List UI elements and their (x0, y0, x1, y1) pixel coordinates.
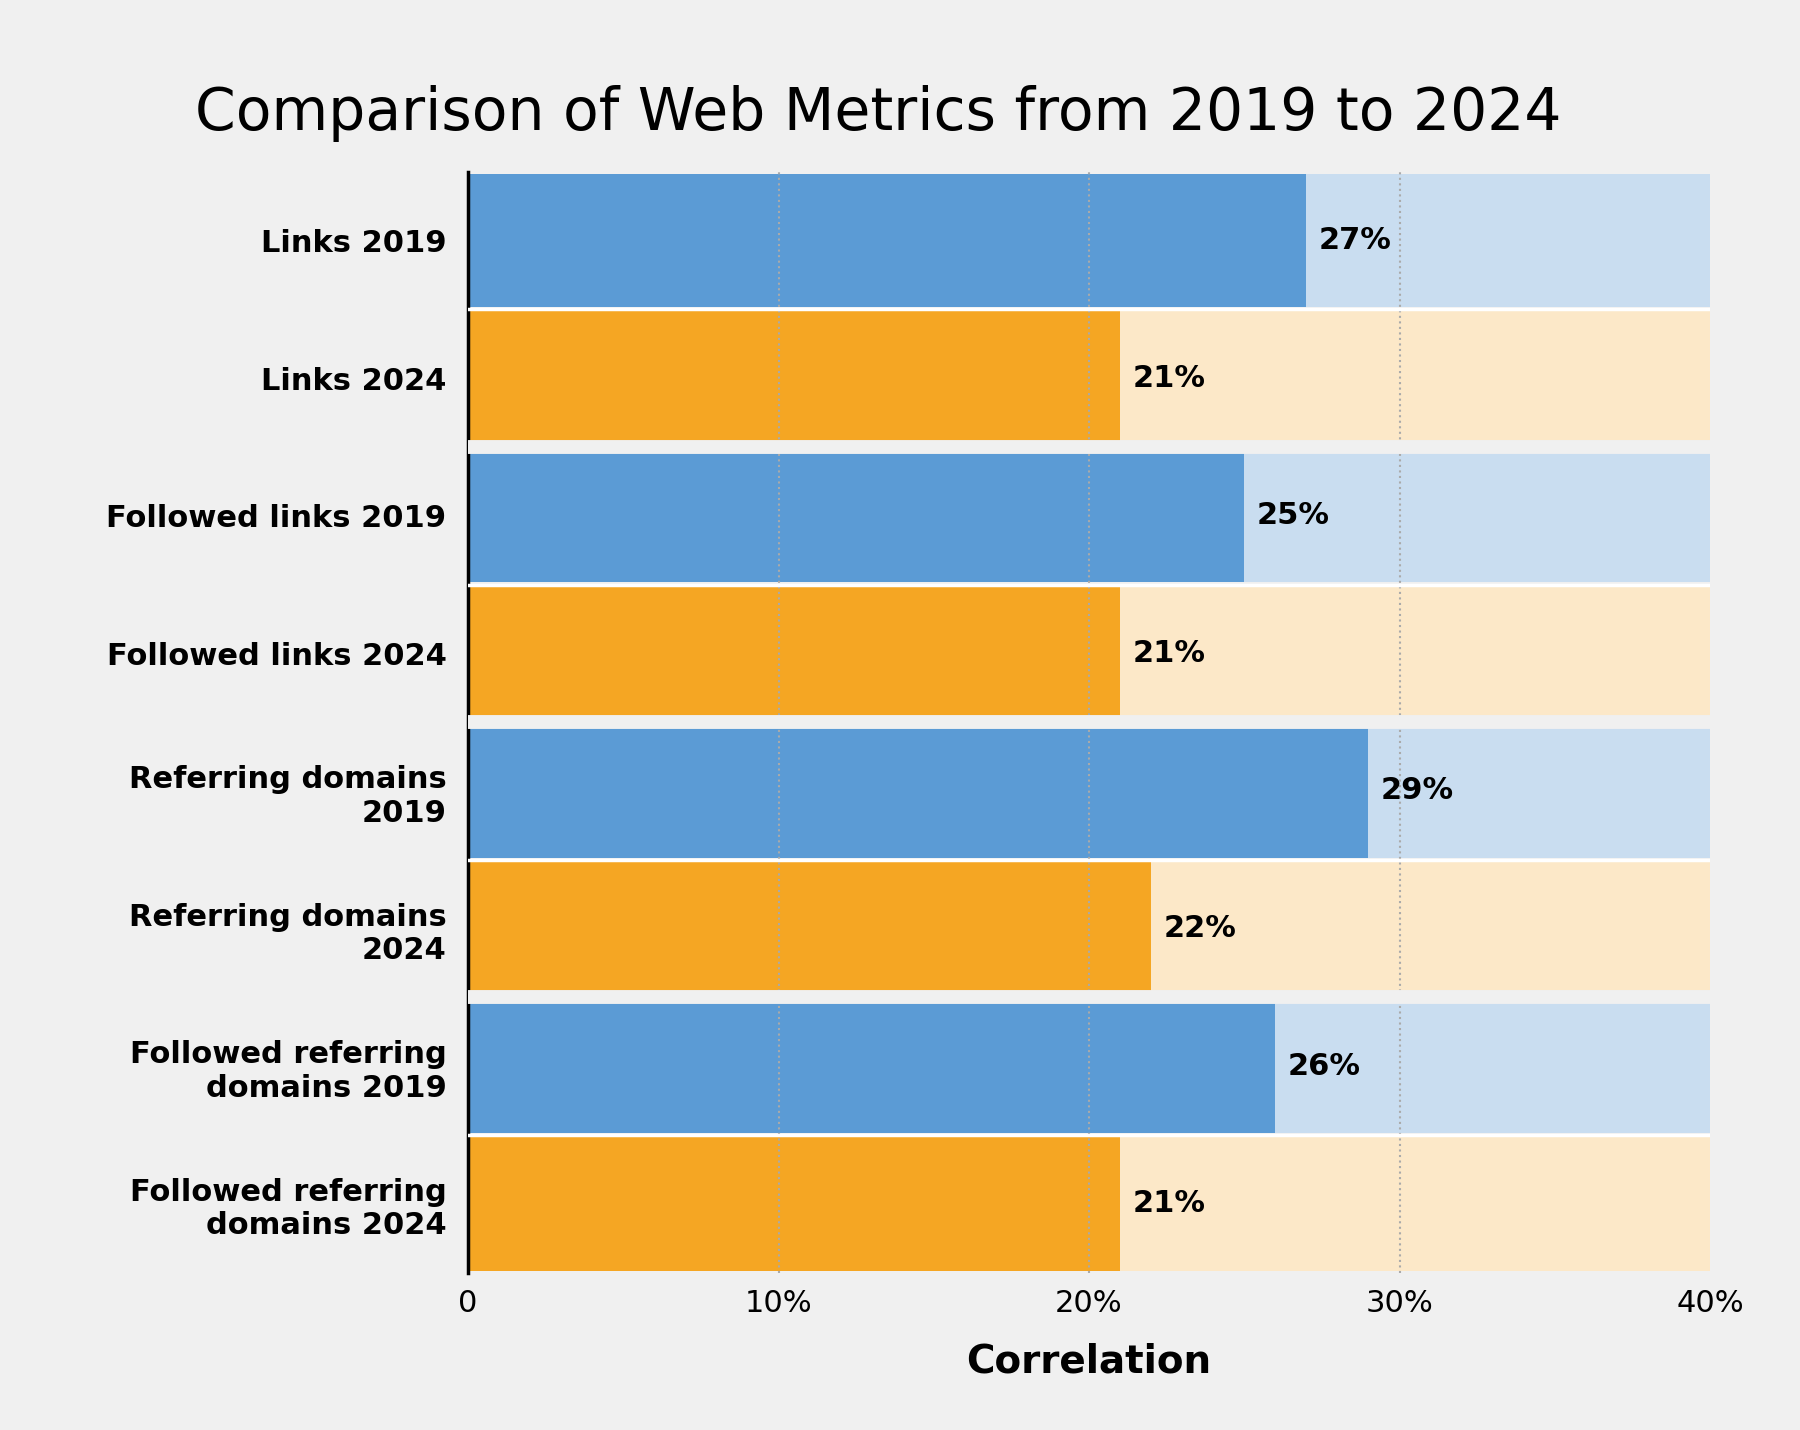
Text: 21%: 21% (1132, 363, 1206, 393)
Bar (468, 862, 1710, 995)
Bar (468, 862, 1152, 995)
Bar (468, 312, 1710, 445)
Text: Comparison of Web Metrics from 2019 to 2024: Comparison of Web Metrics from 2019 to 2… (194, 84, 1561, 142)
X-axis label: Correlation: Correlation (967, 1343, 1211, 1381)
Bar (468, 312, 1120, 445)
Bar (468, 724, 1710, 858)
Bar (468, 1137, 1710, 1271)
Text: 29%: 29% (1381, 776, 1454, 805)
Text: 27%: 27% (1319, 226, 1391, 255)
Bar (468, 1000, 1710, 1133)
Bar (468, 449, 1710, 582)
Bar (468, 586, 1120, 721)
Text: 22%: 22% (1163, 914, 1237, 944)
Text: 26%: 26% (1287, 1051, 1361, 1081)
Bar (468, 1137, 1120, 1271)
Bar (468, 449, 1244, 582)
Text: 25%: 25% (1256, 500, 1330, 531)
Text: 21%: 21% (1132, 1190, 1206, 1218)
Bar (468, 1000, 1276, 1133)
Text: 21%: 21% (1132, 639, 1206, 668)
Bar (468, 173, 1307, 307)
Bar (468, 586, 1710, 721)
Bar (468, 173, 1710, 307)
Bar (468, 724, 1368, 858)
